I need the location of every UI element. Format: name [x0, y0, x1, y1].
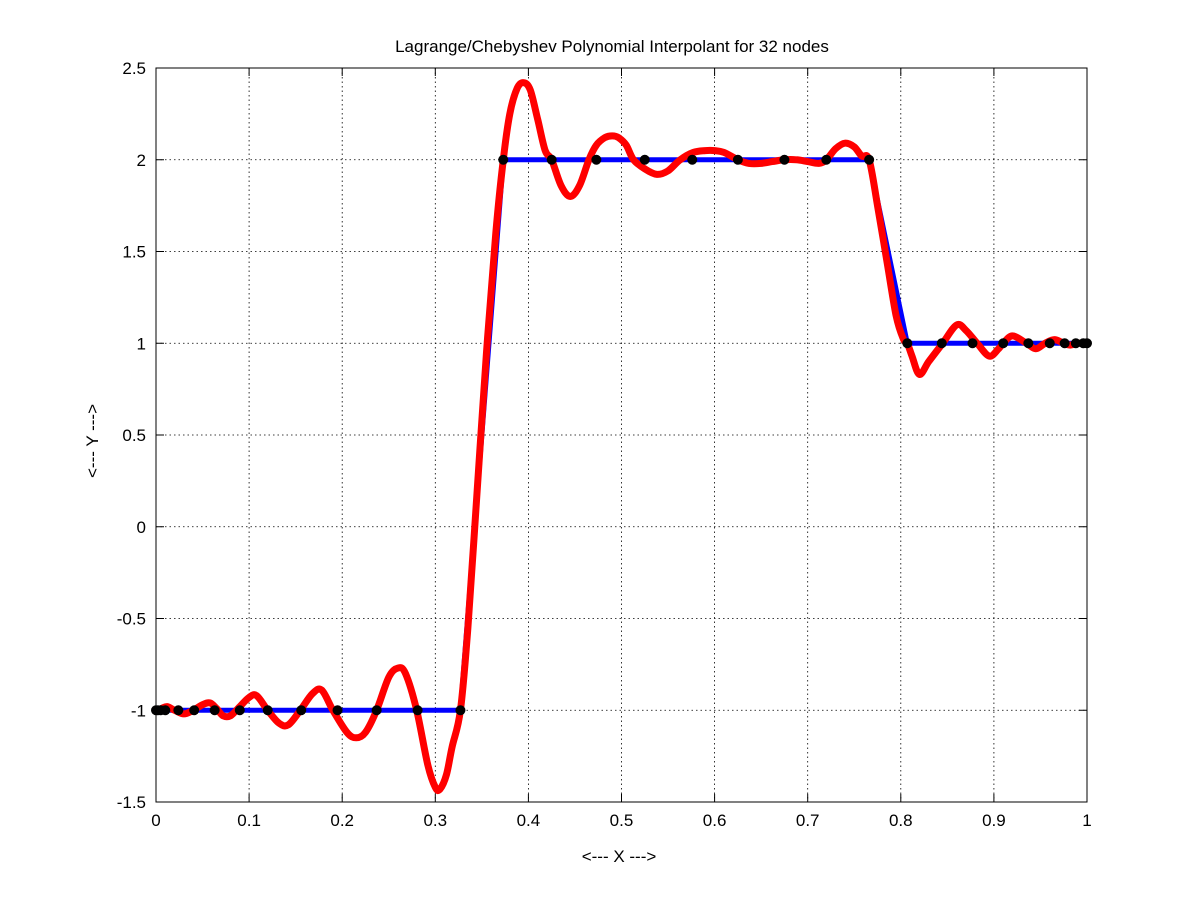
interpolation-node-point: [1070, 338, 1081, 349]
interpolation-node-point: [1023, 338, 1034, 349]
y-tick-label: -0.5: [117, 610, 146, 629]
interpolation-node-point: [821, 154, 832, 165]
y-tick-label: 0: [137, 518, 146, 537]
chart-title: Lagrange/Chebyshev Polynomial Interpolan…: [395, 37, 829, 56]
interpolation-node-point: [455, 705, 466, 716]
x-tick-label: 0: [151, 811, 160, 830]
x-tick-label: 0.2: [330, 811, 354, 830]
x-tick-label: 0.3: [423, 811, 447, 830]
y-tick-label: -1: [131, 701, 146, 720]
x-tick-label: 1: [1082, 811, 1091, 830]
interpolation-node-point: [687, 154, 698, 165]
interpolation-node-point: [779, 154, 790, 165]
x-tick-label: 0.8: [889, 811, 913, 830]
interpolation-node-point: [234, 705, 245, 716]
interpolation-node-point: [189, 705, 200, 716]
interpolation-node-point: [967, 338, 978, 349]
interpolation-node-point: [732, 154, 743, 165]
interpolation-node-point: [639, 154, 650, 165]
x-tick-label: 0.5: [610, 811, 634, 830]
y-axis-label: <--- Y --->: [83, 404, 102, 478]
interpolation-node-point: [902, 338, 913, 349]
y-tick-label: 2: [137, 151, 146, 170]
interpolation-node-point: [371, 705, 382, 716]
interpolation-node-point: [1082, 338, 1092, 349]
interpolation-node-point: [160, 705, 171, 716]
interpolation-node-point: [209, 705, 220, 716]
x-tick-label: 0.1: [237, 811, 261, 830]
y-tick-label: 0.5: [122, 426, 146, 445]
interpolation-node-point: [296, 705, 307, 716]
interpolation-node-point: [412, 705, 423, 716]
interpolation-node-point: [591, 154, 602, 165]
interpolation-node-point: [1044, 338, 1055, 349]
interpolation-node-point: [1059, 338, 1070, 349]
x-tick-label: 0.9: [982, 811, 1006, 830]
x-tick-label: 0.7: [796, 811, 820, 830]
interpolation-node-point: [936, 338, 947, 349]
ticks: 0 0.1 0.2 0.3 0.4 0.5 0.6 0.7 0.8 0.9 1 -1.5 -1 -0.5 0…: [117, 59, 1092, 830]
y-tick-label: 2.5: [122, 59, 146, 78]
x-tick-label: 0.4: [517, 811, 541, 830]
plot-area: [151, 79, 1092, 795]
interpolation-node-point: [864, 154, 875, 165]
interpolation-node-point: [998, 338, 1009, 349]
interpolation-node-point: [173, 705, 184, 716]
y-tick-label: -1.5: [117, 793, 146, 812]
interpolation-node-point: [262, 705, 273, 716]
interpolation-node-point: [332, 705, 343, 716]
x-axis-label: <--- X --->: [582, 847, 657, 866]
interpolation-node-point: [546, 154, 557, 165]
x-tick-label: 0.6: [703, 811, 727, 830]
y-tick-label: 1: [137, 334, 146, 353]
y-tick-label: 1.5: [122, 243, 146, 262]
interpolation-node-point: [498, 154, 509, 165]
